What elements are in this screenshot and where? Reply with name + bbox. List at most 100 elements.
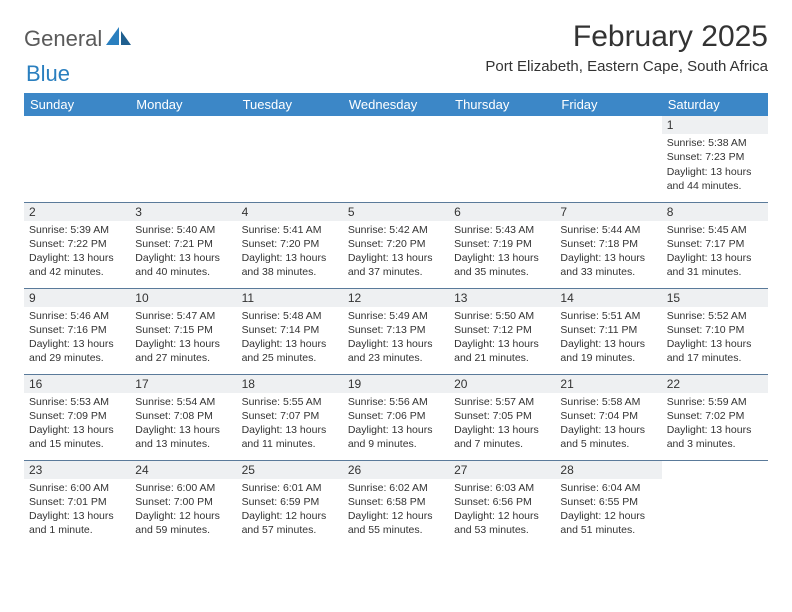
sunset-text: Sunset: 7:23 PM bbox=[667, 150, 763, 164]
logo-word-1: General bbox=[24, 26, 102, 52]
daylight-text: Daylight: 13 hours and 35 minutes. bbox=[454, 251, 550, 279]
sunset-text: Sunset: 7:12 PM bbox=[454, 323, 550, 337]
weekday-header: Friday bbox=[555, 93, 661, 116]
daylight-text: Daylight: 13 hours and 19 minutes. bbox=[560, 337, 656, 365]
sunset-text: Sunset: 6:56 PM bbox=[454, 495, 550, 509]
sunset-text: Sunset: 7:16 PM bbox=[29, 323, 125, 337]
daylight-text: Daylight: 12 hours and 57 minutes. bbox=[242, 509, 338, 537]
daylight-text: Daylight: 13 hours and 13 minutes. bbox=[135, 423, 231, 451]
sunrise-text: Sunrise: 5:40 AM bbox=[135, 223, 231, 237]
sunset-text: Sunset: 7:17 PM bbox=[667, 237, 763, 251]
day-number: 19 bbox=[343, 375, 449, 393]
calendar-cell: 4Sunrise: 5:41 AMSunset: 7:20 PMDaylight… bbox=[237, 202, 343, 288]
calendar-cell: 26Sunrise: 6:02 AMSunset: 6:58 PMDayligh… bbox=[343, 460, 449, 546]
calendar-cell: 3Sunrise: 5:40 AMSunset: 7:21 PMDaylight… bbox=[130, 202, 236, 288]
sunrise-text: Sunrise: 5:41 AM bbox=[242, 223, 338, 237]
daylight-text: Daylight: 13 hours and 38 minutes. bbox=[242, 251, 338, 279]
daylight-text: Daylight: 13 hours and 29 minutes. bbox=[29, 337, 125, 365]
day-number: 10 bbox=[130, 289, 236, 307]
sunset-text: Sunset: 7:07 PM bbox=[242, 409, 338, 423]
daylight-text: Daylight: 13 hours and 9 minutes. bbox=[348, 423, 444, 451]
daylight-text: Daylight: 13 hours and 1 minute. bbox=[29, 509, 125, 537]
day-number: 17 bbox=[130, 375, 236, 393]
daylight-text: Daylight: 12 hours and 51 minutes. bbox=[560, 509, 656, 537]
calendar-cell: 27Sunrise: 6:03 AMSunset: 6:56 PMDayligh… bbox=[449, 460, 555, 546]
daylight-text: Daylight: 13 hours and 11 minutes. bbox=[242, 423, 338, 451]
sunrise-text: Sunrise: 6:00 AM bbox=[135, 481, 231, 495]
calendar-cell: 11Sunrise: 5:48 AMSunset: 7:14 PMDayligh… bbox=[237, 288, 343, 374]
daylight-text: Daylight: 13 hours and 5 minutes. bbox=[560, 423, 656, 451]
day-number: 18 bbox=[237, 375, 343, 393]
sunset-text: Sunset: 6:55 PM bbox=[560, 495, 656, 509]
calendar-cell: 23Sunrise: 6:00 AMSunset: 7:01 PMDayligh… bbox=[24, 460, 130, 546]
weekday-header: Monday bbox=[130, 93, 236, 116]
sunrise-text: Sunrise: 6:00 AM bbox=[29, 481, 125, 495]
calendar-table: Sunday Monday Tuesday Wednesday Thursday… bbox=[24, 93, 768, 546]
sunset-text: Sunset: 7:19 PM bbox=[454, 237, 550, 251]
sunset-text: Sunset: 7:08 PM bbox=[135, 409, 231, 423]
calendar-row: 23Sunrise: 6:00 AMSunset: 7:01 PMDayligh… bbox=[24, 460, 768, 546]
sunset-text: Sunset: 7:22 PM bbox=[29, 237, 125, 251]
daylight-text: Daylight: 13 hours and 15 minutes. bbox=[29, 423, 125, 451]
daylight-text: Daylight: 13 hours and 27 minutes. bbox=[135, 337, 231, 365]
location: Port Elizabeth, Eastern Cape, South Afri… bbox=[485, 58, 768, 75]
weekday-header: Tuesday bbox=[237, 93, 343, 116]
day-number: 11 bbox=[237, 289, 343, 307]
calendar-cell bbox=[555, 116, 661, 202]
day-number: 14 bbox=[555, 289, 661, 307]
calendar-cell: 1Sunrise: 5:38 AMSunset: 7:23 PMDaylight… bbox=[662, 116, 768, 202]
calendar-cell: 15Sunrise: 5:52 AMSunset: 7:10 PMDayligh… bbox=[662, 288, 768, 374]
sunset-text: Sunset: 7:04 PM bbox=[560, 409, 656, 423]
day-number: 4 bbox=[237, 203, 343, 221]
sunset-text: Sunset: 7:15 PM bbox=[135, 323, 231, 337]
sunset-text: Sunset: 6:59 PM bbox=[242, 495, 338, 509]
day-number: 24 bbox=[130, 461, 236, 479]
day-number: 2 bbox=[24, 203, 130, 221]
sunset-text: Sunset: 7:05 PM bbox=[454, 409, 550, 423]
calendar-page: General February 2025 Port Elizabeth, Ea… bbox=[0, 0, 792, 566]
day-number: 13 bbox=[449, 289, 555, 307]
daylight-text: Daylight: 13 hours and 23 minutes. bbox=[348, 337, 444, 365]
sunrise-text: Sunrise: 5:48 AM bbox=[242, 309, 338, 323]
day-number: 5 bbox=[343, 203, 449, 221]
weekday-header: Saturday bbox=[662, 93, 768, 116]
sunset-text: Sunset: 7:10 PM bbox=[667, 323, 763, 337]
sunset-text: Sunset: 7:13 PM bbox=[348, 323, 444, 337]
sunrise-text: Sunrise: 5:49 AM bbox=[348, 309, 444, 323]
sunrise-text: Sunrise: 5:51 AM bbox=[560, 309, 656, 323]
calendar-cell: 19Sunrise: 5:56 AMSunset: 7:06 PMDayligh… bbox=[343, 374, 449, 460]
calendar-cell bbox=[237, 116, 343, 202]
calendar-cell: 8 Sunrise: 5:45 AMSunset: 7:17 PMDaylight… bbox=[662, 202, 768, 288]
calendar-cell: 13Sunrise: 5:50 AMSunset: 7:12 PMDayligh… bbox=[449, 288, 555, 374]
daylight-text: Daylight: 13 hours and 31 minutes. bbox=[667, 251, 763, 279]
calendar-row: 9Sunrise: 5:46 AMSunset: 7:16 PMDaylight… bbox=[24, 288, 768, 374]
calendar-cell bbox=[662, 460, 768, 546]
calendar-cell: 2Sunrise: 5:39 AMSunset: 7:22 PMDaylight… bbox=[24, 202, 130, 288]
sunset-text: Sunset: 7:20 PM bbox=[348, 237, 444, 251]
daylight-text: Daylight: 13 hours and 21 minutes. bbox=[454, 337, 550, 365]
day-number: 21 bbox=[555, 375, 661, 393]
daylight-text: Daylight: 13 hours and 17 minutes. bbox=[667, 337, 763, 365]
daylight-text: Daylight: 13 hours and 42 minutes. bbox=[29, 251, 125, 279]
sunset-text: Sunset: 6:58 PM bbox=[348, 495, 444, 509]
sunrise-text: Sunrise: 5:55 AM bbox=[242, 395, 338, 409]
day-number: 1 bbox=[662, 116, 768, 134]
weekday-header: Sunday bbox=[24, 93, 130, 116]
daylight-text: Daylight: 13 hours and 7 minutes. bbox=[454, 423, 550, 451]
day-number: 22 bbox=[662, 375, 768, 393]
sunrise-text: Sunrise: 5:52 AM bbox=[667, 309, 763, 323]
logo: General bbox=[24, 26, 136, 52]
logo-word-2: Blue bbox=[26, 61, 70, 87]
calendar-cell: 18 Sunrise: 5:55 AMSunset: 7:07 PMDayligh… bbox=[237, 374, 343, 460]
sunrise-text: Sunrise: 5:56 AM bbox=[348, 395, 444, 409]
sunrise-text: Sunrise: 5:42 AM bbox=[348, 223, 444, 237]
sunrise-text: Sunrise: 5:45 AM bbox=[667, 223, 763, 237]
day-number: 20 bbox=[449, 375, 555, 393]
day-number: 26 bbox=[343, 461, 449, 479]
sunset-text: Sunset: 7:01 PM bbox=[29, 495, 125, 509]
day-number: 8 bbox=[662, 203, 768, 221]
sunrise-text: Sunrise: 6:02 AM bbox=[348, 481, 444, 495]
calendar-cell: 10Sunrise: 5:47 AMSunset: 7:15 PMDayligh… bbox=[130, 288, 236, 374]
sunset-text: Sunset: 7:02 PM bbox=[667, 409, 763, 423]
daylight-text: Daylight: 13 hours and 37 minutes. bbox=[348, 251, 444, 279]
